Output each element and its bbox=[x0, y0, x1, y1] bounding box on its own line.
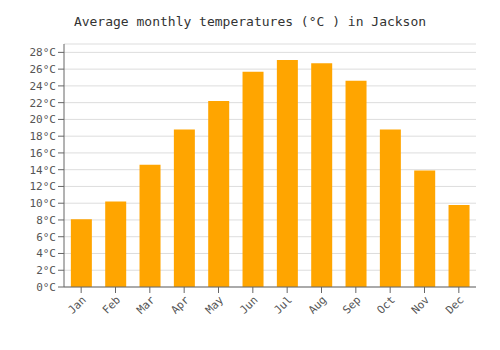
svg-text:24°C: 24°C bbox=[30, 80, 57, 93]
svg-text:18°C: 18°C bbox=[30, 130, 57, 143]
svg-text:14°C: 14°C bbox=[30, 164, 57, 177]
svg-text:8°C: 8°C bbox=[36, 214, 56, 227]
svg-text:Jul: Jul bbox=[272, 293, 295, 316]
svg-text:10°C: 10°C bbox=[30, 197, 57, 210]
svg-text:Feb: Feb bbox=[100, 293, 123, 316]
svg-text:Jun: Jun bbox=[237, 293, 260, 316]
svg-text:Sep: Sep bbox=[340, 293, 363, 316]
svg-text:Apr: Apr bbox=[169, 293, 193, 317]
svg-text:Nov: Nov bbox=[409, 293, 433, 317]
svg-text:Mar: Mar bbox=[134, 293, 158, 317]
svg-text:Oct: Oct bbox=[375, 293, 398, 316]
svg-text:2°C: 2°C bbox=[36, 264, 56, 277]
svg-text:20°C: 20°C bbox=[30, 113, 57, 126]
svg-text:Dec: Dec bbox=[443, 293, 466, 316]
svg-text:28°C: 28°C bbox=[30, 46, 57, 59]
svg-text:4°C: 4°C bbox=[36, 247, 56, 260]
svg-text:16°C: 16°C bbox=[30, 147, 57, 160]
svg-text:22°C: 22°C bbox=[30, 97, 57, 110]
html-text:Average monthly temperatures (: Average monthly temperatures (°C ) in Ja… bbox=[73, 14, 427, 29]
svg-text:26°C: 26°C bbox=[30, 63, 57, 76]
svg-text:May: May bbox=[203, 293, 227, 317]
svg-text:Jan: Jan bbox=[66, 293, 89, 316]
svg-text:6°C: 6°C bbox=[36, 231, 56, 244]
svg-text:0°C: 0°C bbox=[36, 281, 56, 294]
svg-text:12°C: 12°C bbox=[30, 180, 57, 193]
svg-text:Aug: Aug bbox=[306, 293, 329, 316]
